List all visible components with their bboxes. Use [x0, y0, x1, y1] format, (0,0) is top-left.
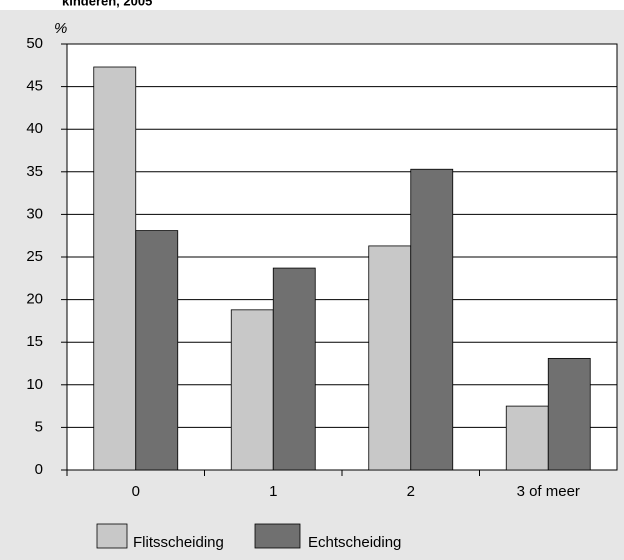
- y-tick-label: 10: [26, 376, 43, 393]
- bar: [368, 245, 412, 471]
- bar: [230, 309, 274, 471]
- y-tick-label: 15: [26, 333, 43, 350]
- legend-swatch: [254, 523, 301, 549]
- x-tick-label: 0: [132, 483, 140, 500]
- y-tick-label: 35: [26, 163, 43, 180]
- bar: [272, 267, 316, 471]
- legend-swatch: [96, 523, 128, 549]
- legend-label: Echtscheiding: [308, 534, 401, 551]
- x-tick-label: 1: [269, 483, 277, 500]
- y-axis-label: %: [54, 20, 67, 37]
- y-tick-label: 0: [35, 461, 43, 478]
- bar: [505, 405, 549, 471]
- y-tick-label: 45: [26, 78, 43, 95]
- bar: [547, 357, 591, 471]
- y-tick-label: 40: [26, 120, 43, 137]
- chart-title: kinderen, 2005: [62, 0, 152, 8]
- legend-label: Flitsscheiding: [133, 534, 224, 551]
- y-tick-label: 50: [26, 35, 43, 52]
- bar: [93, 66, 137, 471]
- bar: [410, 168, 454, 471]
- bar: [135, 230, 179, 471]
- x-tick-label: 2: [407, 483, 415, 500]
- y-tick-label: 5: [35, 418, 43, 435]
- y-tick-label: 20: [26, 291, 43, 308]
- x-tick-label: 3 of meer: [517, 483, 580, 500]
- y-tick-label: 25: [26, 248, 43, 265]
- y-tick-label: 30: [26, 205, 43, 222]
